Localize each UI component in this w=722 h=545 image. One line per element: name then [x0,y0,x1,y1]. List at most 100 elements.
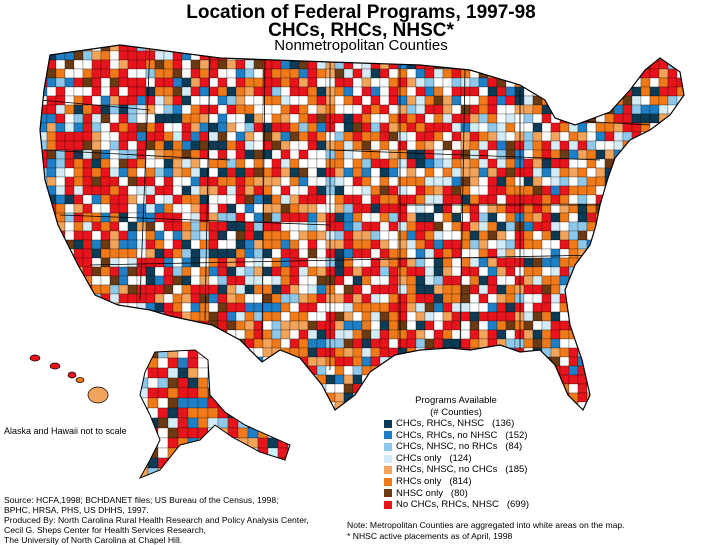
county-cell [226,95,237,106]
county-cell [262,275,273,286]
county-cell [686,303,695,312]
county-cell [550,212,561,223]
county-cell [586,329,597,340]
county-cell [55,95,66,106]
county-cell [177,350,189,359]
county-cell [217,302,228,313]
county-cell [577,338,588,349]
county-cell [244,311,255,322]
county-cell [667,185,678,196]
county-cell [532,113,543,124]
county-cell [271,320,282,331]
county-cell [388,95,399,106]
county-cell [140,437,149,449]
county-cell [505,185,516,196]
county-cell [496,329,507,340]
county-cell [145,185,156,196]
county-cell [145,59,156,70]
county-cell [658,320,669,331]
county-cell [523,59,534,70]
county-cell [82,311,93,322]
county-cell [604,392,615,403]
county-cell [631,365,642,376]
county-cell [388,104,399,115]
county-cell [532,68,543,79]
county-cell [613,185,624,196]
county-cell [227,397,239,409]
county-cell [469,320,480,331]
county-cell [307,392,318,403]
county-cell [613,176,624,187]
county-cell [262,257,273,268]
county-cell [235,275,246,286]
county-cell [649,212,660,223]
county-cell [247,447,259,459]
county-cell [334,275,345,286]
county-cell [667,374,678,385]
county-cell [280,203,291,214]
county-cell [496,185,507,196]
county-cell [406,284,417,295]
county-cell [361,293,372,304]
county-cell [505,275,516,286]
county-cell [145,275,156,286]
county-cell [271,131,282,142]
county-cell [469,86,480,97]
county-cell [46,347,57,358]
county-cell [73,176,84,187]
county-cell [496,266,507,277]
county-cell [523,338,534,349]
county-cell [46,122,57,133]
county-cell [505,167,516,178]
county-cell [541,68,552,79]
county-cell [433,266,444,277]
county-cell [235,59,246,70]
county-cell [487,293,498,304]
county-cell [352,266,363,277]
county-cell [352,347,363,358]
county-cell [181,293,192,304]
county-cell [686,402,695,411]
county-cell [40,248,48,259]
county-cell [370,176,381,187]
county-cell [676,149,684,160]
county-cell [613,203,624,214]
county-cell [40,221,48,232]
county-cell [686,330,695,339]
county-cell [167,467,179,478]
county-cell [118,329,129,340]
county-cell [181,185,192,196]
county-cell [244,59,255,70]
county-cell [541,77,552,88]
county-cell [187,397,199,409]
county-cell [496,113,507,124]
county-cell [298,266,309,277]
legend-label: CHCs only (124) [396,452,472,464]
county-cell [577,86,588,97]
county-cell [451,95,462,106]
county-cell [379,221,390,232]
county-cell [370,158,381,169]
county-cell [487,383,498,394]
county-cell [343,293,354,304]
county-cell [55,401,66,410]
county-cell [397,284,408,295]
county-cell [227,457,239,469]
county-cell [649,365,660,376]
legend-swatch [384,466,392,475]
county-cell [523,122,534,133]
county-cell [532,122,543,133]
county-cell [541,347,552,358]
county-cell [541,302,552,313]
county-cell [676,230,684,241]
county-cell [415,320,426,331]
county-cell [541,176,552,187]
county-cell [199,113,210,124]
county-cell [667,284,678,295]
county-cell [334,392,345,403]
county-cell [82,203,93,214]
county-cell [187,387,199,399]
county-cell [532,257,543,268]
county-cell [91,311,102,322]
county-cell [433,194,444,205]
